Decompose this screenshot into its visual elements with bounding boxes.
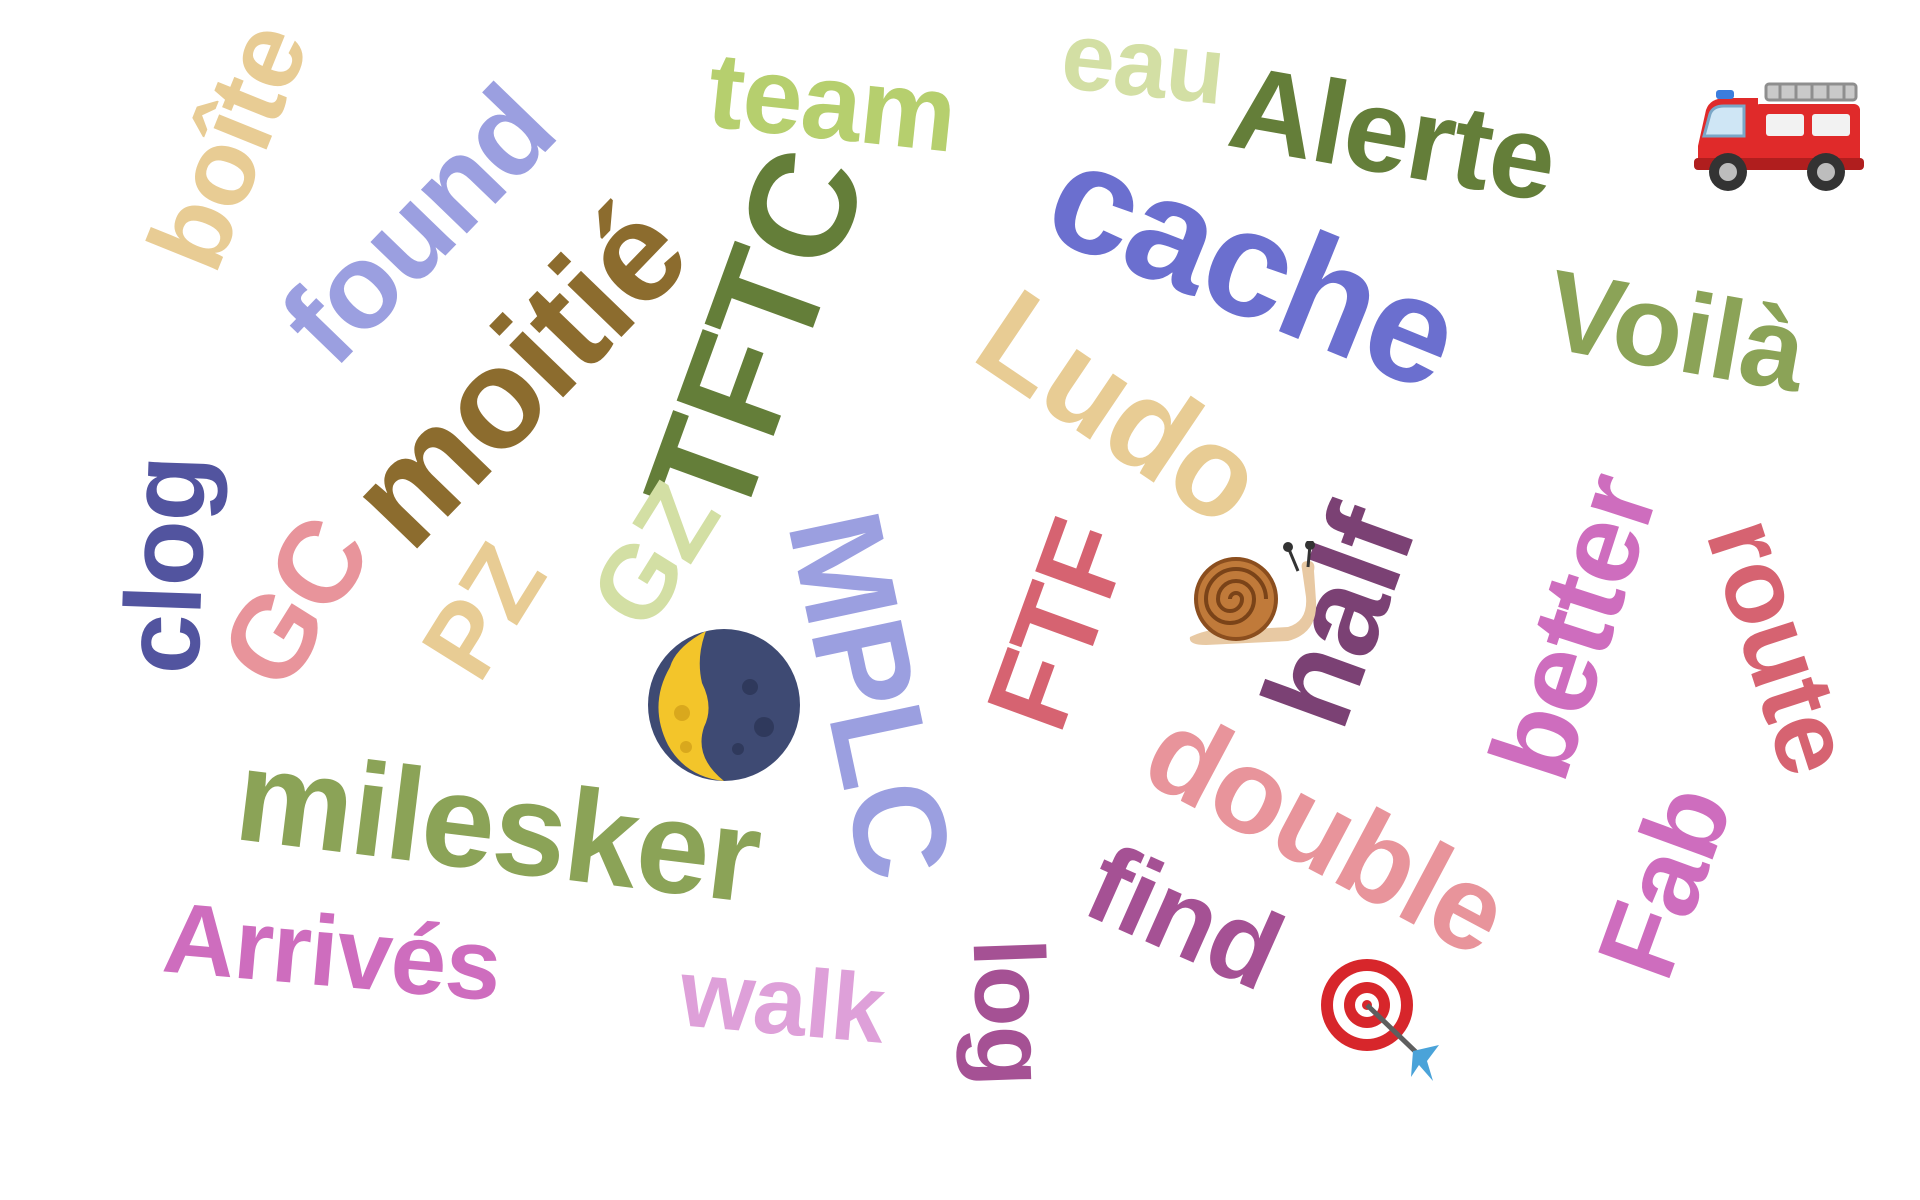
moon-icon	[646, 627, 802, 783]
word-fab: Fab	[1573, 770, 1756, 994]
word-walk: walk	[675, 939, 889, 1064]
direct-hit-icon	[1315, 955, 1445, 1085]
word-arrives: Arrivés	[158, 881, 506, 1023]
word-gc: GC	[194, 494, 396, 710]
word-eau: eau	[1056, 1, 1230, 126]
word-voila: Voilà	[1537, 246, 1815, 417]
snail-icon	[1184, 541, 1324, 651]
word-log: log	[951, 936, 1069, 1088]
word-ftf: FTF	[961, 504, 1155, 746]
fire-engine-icon	[1688, 74, 1868, 198]
word-route: route	[1683, 504, 1877, 788]
word-boite: boîte	[124, 6, 331, 286]
word-better: better	[1466, 459, 1683, 794]
